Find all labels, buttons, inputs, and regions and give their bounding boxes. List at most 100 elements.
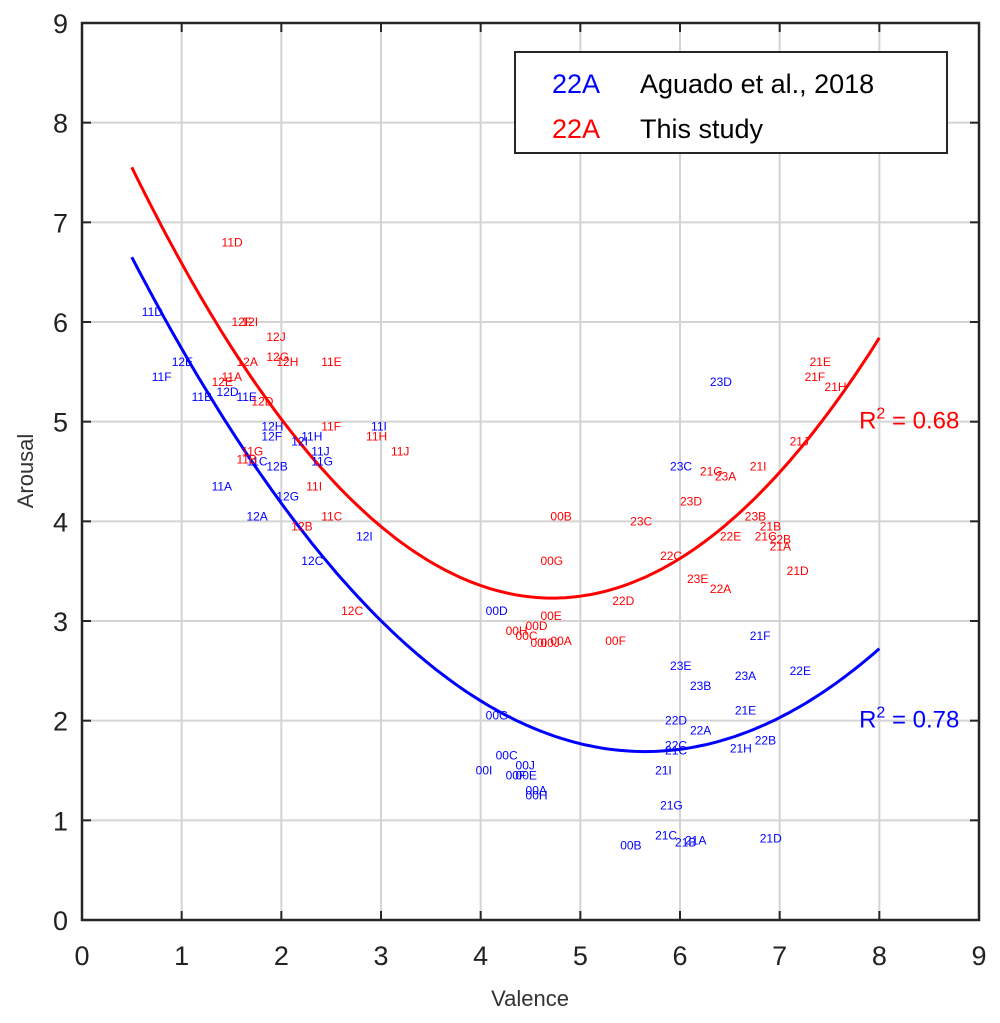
data-point-label: 00I bbox=[531, 636, 548, 650]
x-tick-label: 9 bbox=[971, 941, 986, 971]
data-point-label: 12A bbox=[236, 355, 257, 369]
data-point-label: 12C bbox=[301, 554, 323, 568]
data-point-label: 11B bbox=[236, 453, 256, 467]
data-point-label: 21B bbox=[760, 519, 781, 533]
legend-marker-0: 22A bbox=[552, 69, 600, 99]
data-point-label: 23C bbox=[630, 514, 652, 528]
data-point-label: 00E bbox=[540, 609, 561, 623]
x-tick-label: 8 bbox=[872, 941, 887, 971]
x-tick-label: 7 bbox=[772, 941, 787, 971]
x-axis-label: Valence bbox=[491, 986, 569, 1011]
data-point-label: 00F bbox=[506, 768, 527, 782]
data-point-label: 00D bbox=[526, 619, 548, 633]
data-point-label: 23C bbox=[670, 460, 692, 474]
grid-lines bbox=[82, 23, 979, 920]
data-point-label: 11G bbox=[241, 445, 263, 459]
y-tick-label: 4 bbox=[53, 507, 68, 537]
data-point-label: 12B bbox=[291, 519, 312, 533]
axis-ticks: 0 1 2 3 4 5 6 7 8 9 0 1 2 3 4 5 6 7 8 9 bbox=[53, 9, 987, 971]
data-point-label: 21G bbox=[700, 465, 723, 479]
data-point-label: 21A bbox=[770, 539, 791, 553]
data-point-label: 11F bbox=[321, 420, 341, 434]
data-point-label: 23B bbox=[745, 509, 766, 523]
data-point-label: 11E bbox=[321, 355, 341, 369]
data-point-label: 22B bbox=[770, 532, 791, 546]
legend: 22A Aguado et al., 2018 22A This study bbox=[514, 51, 948, 154]
data-point-label: 12G bbox=[276, 489, 299, 503]
data-point-label: 11J bbox=[311, 445, 329, 459]
data-point-label: 22D bbox=[665, 714, 687, 728]
data-point-label: 00A bbox=[526, 783, 547, 797]
data-point-label: 21E bbox=[810, 355, 831, 369]
legend-box bbox=[514, 51, 948, 154]
data-point-label: 00B bbox=[550, 509, 571, 523]
data-point-label: 12I bbox=[241, 315, 258, 329]
data-point-label: 22E bbox=[790, 664, 811, 678]
x-tick-label: 3 bbox=[373, 941, 388, 971]
data-point-label: 11H bbox=[366, 430, 387, 444]
data-point-label: 12E bbox=[212, 375, 233, 389]
data-point-label: 12I bbox=[356, 529, 373, 543]
r2-labels: R2 = 0.78 R2 = 0.68 bbox=[859, 406, 959, 734]
y-tick-label: 9 bbox=[53, 9, 68, 39]
data-point-label: 12J bbox=[266, 330, 285, 344]
y-tick-label: 7 bbox=[53, 208, 68, 238]
data-point-label: 11E bbox=[236, 390, 256, 404]
x-tick-label: 2 bbox=[274, 941, 289, 971]
data-point-label: 23A bbox=[715, 469, 736, 483]
data-point-label: 00I bbox=[476, 764, 493, 778]
data-point-label: 11A bbox=[222, 370, 242, 384]
y-tick-label: 2 bbox=[53, 707, 68, 737]
y-tick-label: 3 bbox=[53, 607, 68, 637]
fit-curve-0 bbox=[130, 256, 881, 754]
r2-label-1: R2 = 0.68 bbox=[859, 406, 959, 435]
data-point-label: 11J bbox=[391, 445, 409, 459]
data-point-label: 23B bbox=[690, 679, 711, 693]
data-point-label: 23A bbox=[735, 669, 756, 683]
data-point-label: 23D bbox=[710, 375, 732, 389]
data-point-label: 11D bbox=[142, 305, 163, 319]
data-point-label: 22C bbox=[660, 549, 682, 563]
data-point-label: 11F bbox=[152, 370, 172, 384]
legend-marker-1: 22A bbox=[552, 114, 600, 144]
data-point-label: 21A bbox=[685, 833, 706, 847]
data-point-label: 21F bbox=[750, 629, 771, 643]
data-point-label: 21J bbox=[790, 435, 809, 449]
data-point-label: 00A bbox=[550, 634, 571, 648]
y-tick-label: 6 bbox=[53, 308, 68, 338]
x-tick-label: 1 bbox=[174, 941, 189, 971]
data-point-label: 11H bbox=[301, 430, 322, 444]
data-point-label: 00F bbox=[605, 634, 626, 648]
data-point-label: 21E bbox=[735, 704, 756, 718]
y-tick-label: 5 bbox=[53, 408, 68, 438]
data-point-label: 12D bbox=[251, 395, 273, 409]
data-point-label: 21B bbox=[675, 835, 696, 849]
data-point-label: 12E bbox=[172, 355, 193, 369]
data-point-label: 21C bbox=[665, 744, 687, 758]
data-point-label: 11D bbox=[222, 235, 243, 249]
data-point-label: 00G bbox=[540, 554, 563, 568]
data-point-label: 12G bbox=[266, 350, 289, 364]
data-point-label: 12B bbox=[266, 460, 287, 474]
data-point-label: 22D bbox=[612, 594, 634, 608]
y-axis-label: Arousal bbox=[13, 434, 38, 509]
data-point-label: 00H bbox=[506, 624, 528, 638]
data-point-label: 11C bbox=[246, 455, 267, 469]
x-tick-label: 0 bbox=[74, 941, 89, 971]
data-point-label: 00J bbox=[540, 636, 559, 650]
data-point-label: 23E bbox=[670, 659, 691, 673]
y-tick-label: 1 bbox=[53, 806, 68, 836]
data-point-label: 21D bbox=[787, 564, 809, 578]
data-point-label: 12H bbox=[261, 420, 283, 434]
data-point-label: 12F bbox=[261, 430, 282, 444]
fit-curves bbox=[130, 166, 881, 754]
data-point-label: 00D bbox=[486, 604, 508, 618]
data-point-label: 23D bbox=[680, 494, 702, 508]
x-tick-label: 4 bbox=[473, 941, 488, 971]
data-point-label: 21D bbox=[760, 831, 782, 845]
plot-frame bbox=[80, 21, 981, 922]
data-point-label: 22A bbox=[690, 724, 711, 738]
data-point-label: 23E bbox=[687, 572, 708, 586]
